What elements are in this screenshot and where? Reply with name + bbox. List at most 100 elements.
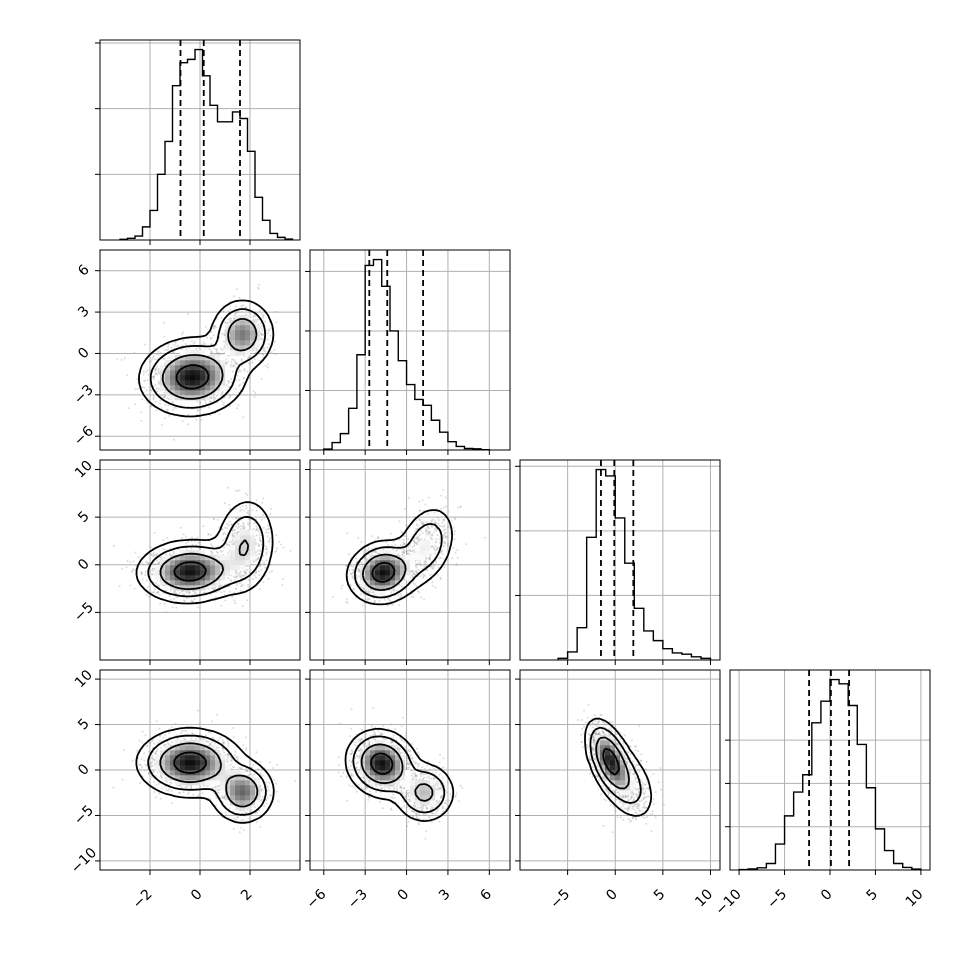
scatter-point [152, 396, 155, 399]
scatter-point [155, 559, 158, 562]
scatter-point [248, 522, 251, 525]
scatter-point [257, 767, 260, 770]
density-cell [250, 555, 256, 561]
scatter-point [400, 585, 403, 588]
density-cell [235, 340, 241, 346]
scatter-point [195, 348, 198, 350]
scatter-point [244, 504, 247, 507]
scatter-point [222, 533, 225, 536]
scatter-point [156, 562, 159, 565]
scatter-point [212, 518, 215, 520]
scatter-point [172, 343, 175, 346]
scatter-point [193, 341, 196, 344]
scatter-point [432, 545, 435, 548]
scatter-point [233, 314, 236, 317]
scatter-point [239, 590, 242, 592]
scatter-point [255, 318, 257, 321]
scatter-point [141, 386, 144, 388]
density-cell [245, 795, 251, 801]
scatter-point [243, 829, 246, 831]
scatter-point [234, 750, 237, 753]
scatter-point [182, 339, 185, 342]
scatter-point [173, 591, 176, 594]
scatter-point [186, 313, 189, 316]
scatter-point [165, 537, 168, 539]
scatter-point [225, 384, 228, 387]
scatter-point [132, 560, 135, 563]
density-cell [185, 375, 191, 381]
scatter-point [187, 413, 190, 416]
scatter-point [275, 321, 278, 324]
scatter-point [142, 370, 145, 373]
density-cell [250, 535, 256, 541]
scatter-point [214, 804, 217, 807]
scatter-point [227, 744, 230, 747]
scatter-point [451, 557, 454, 560]
density-cell [255, 800, 261, 806]
scatter-point [130, 570, 133, 573]
scatter-point [159, 740, 161, 743]
scatter-point [278, 540, 281, 543]
scatter-point [248, 579, 251, 582]
scatter-point [232, 358, 235, 361]
scatter-point [129, 560, 132, 563]
scatter-point [149, 405, 152, 408]
scatter-point [140, 419, 143, 422]
scatter-point [213, 396, 215, 399]
scatter-point [145, 561, 148, 564]
scatter-point [242, 744, 245, 747]
scatter-point [229, 308, 232, 311]
scatter-point [154, 563, 157, 566]
scatter-point [223, 751, 226, 754]
scatter-point [226, 522, 229, 525]
scatter-point [248, 356, 251, 359]
scatter-point [146, 586, 149, 589]
scatter-point [446, 544, 449, 547]
scatter-point [268, 539, 271, 542]
scatter-point [246, 370, 249, 373]
density-cell [165, 375, 171, 381]
density-cell [215, 375, 221, 381]
scatter-point [226, 760, 229, 763]
scatter-point [150, 389, 153, 392]
scatter-point [153, 531, 156, 534]
density-cell [170, 385, 176, 391]
scatter-point [240, 310, 243, 313]
scatter-point [361, 604, 364, 607]
scatter-point [217, 791, 220, 794]
scatter-point [141, 398, 144, 401]
density-cell [195, 555, 201, 561]
scatter-point [270, 351, 273, 354]
scatter-point [172, 552, 175, 555]
density-cell [180, 370, 186, 376]
scatter-point [196, 536, 199, 539]
density-cell [230, 570, 236, 576]
density-cell [185, 570, 191, 576]
scatter-point [161, 787, 164, 790]
scatter-point [143, 769, 146, 772]
scatter-point [233, 818, 236, 821]
scatter-point [168, 414, 171, 417]
scatter-point [282, 546, 285, 549]
scatter-point [205, 336, 208, 339]
scatter-point [165, 611, 168, 614]
scatter-point [157, 369, 160, 372]
scatter-point [112, 544, 115, 547]
scatter-point [219, 550, 222, 553]
scatter-point [146, 379, 149, 382]
scatter-point [210, 543, 213, 546]
scatter-point [150, 754, 153, 757]
scatter-point [225, 362, 228, 365]
scatter-point [229, 317, 232, 320]
scatter-point [204, 325, 207, 328]
scatter-point [267, 577, 270, 580]
scatter-point [229, 317, 231, 320]
scatter-point [282, 578, 284, 581]
scatter-point [153, 742, 156, 745]
scatter-point [266, 332, 269, 335]
scatter-point [162, 396, 165, 399]
scatter-point [243, 376, 246, 379]
density-cell [195, 565, 201, 571]
scatter-point [269, 571, 271, 574]
scatter-point [148, 781, 151, 784]
